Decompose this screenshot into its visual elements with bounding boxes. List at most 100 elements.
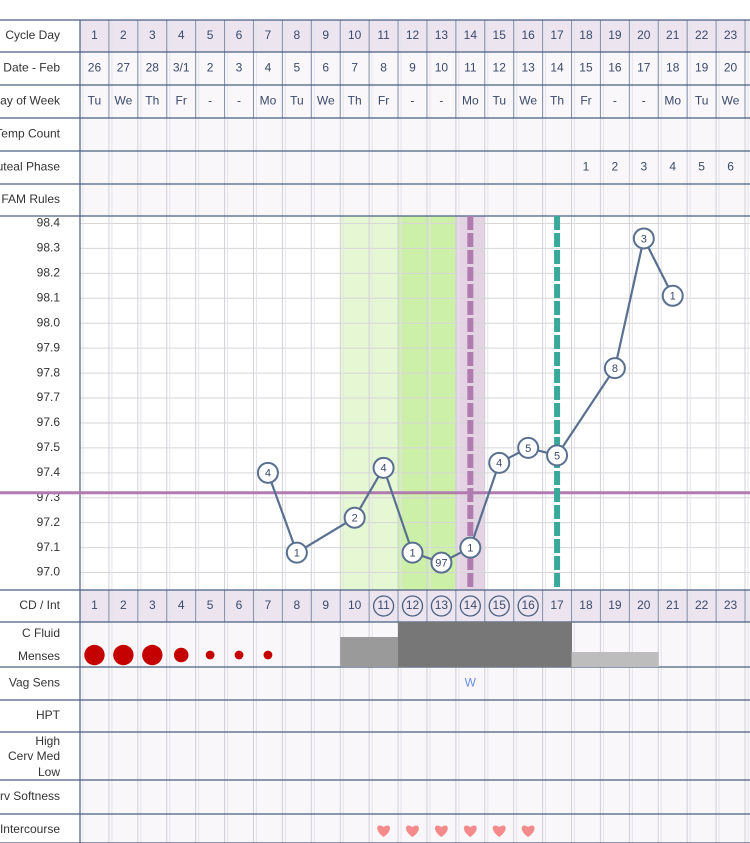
date: 26: [88, 61, 102, 75]
cycle-day: 17: [550, 28, 564, 42]
date: 28: [146, 61, 160, 75]
temperature-point: [285, 541, 308, 564]
menses-dot: [113, 644, 134, 666]
cervical-fluid-bar: [426, 622, 457, 667]
weekday: We: [317, 94, 335, 108]
date: 3/1: [173, 61, 190, 75]
cd-number: 15: [493, 598, 507, 612]
weekday: We: [722, 94, 740, 108]
y-tick-label: 97.1: [37, 540, 61, 554]
weekday: Mo: [664, 94, 681, 108]
y-tick-label: 97.7: [37, 390, 61, 404]
cd-number: 16: [521, 598, 535, 612]
temperature-point: [488, 451, 511, 474]
row-label: Temp Count: [0, 127, 61, 141]
y-tick-label: 97.4: [37, 465, 61, 479]
weekday: Tu: [88, 94, 102, 108]
temperature-point-label: 1: [467, 543, 473, 555]
row-background: [80, 118, 750, 151]
row-background: [80, 590, 750, 622]
cervical-fluid-bar: [571, 652, 601, 667]
cd-number: 9: [322, 598, 329, 612]
row-background: [80, 667, 750, 700]
luteal-day: 1: [583, 160, 590, 174]
cd-number: 21: [666, 598, 680, 612]
row-label: Vag Sens: [9, 676, 60, 690]
intercourse-circle: [517, 595, 539, 617]
row-background: [80, 732, 750, 780]
weekday: Tu: [290, 94, 304, 108]
temperature-point: [256, 461, 279, 484]
y-tick-label: 98.3: [37, 241, 61, 255]
cd-number: 23: [724, 598, 738, 612]
row-label: Luteal Phase: [0, 160, 60, 174]
luteal-day: 6: [727, 160, 734, 174]
row-label: Date - Feb: [3, 61, 60, 75]
row-background: [80, 52, 750, 85]
intercourse-circle: [430, 595, 453, 617]
temperature-point-label: 5: [525, 443, 531, 455]
y-tick-label: 97.2: [37, 515, 61, 529]
y-tick-label: 98.0: [37, 315, 61, 329]
cervical-fluid-bar: [455, 622, 486, 667]
temperature-point: [343, 506, 366, 529]
luteal-day: 5: [698, 160, 705, 174]
cycle-day: 13: [435, 28, 449, 42]
cycle-day: 7: [265, 28, 272, 42]
row-background: [80, 151, 750, 184]
y-tick-label: 97.5: [37, 440, 61, 454]
date: 7: [351, 61, 358, 75]
temperature-point: [459, 536, 482, 559]
cycle-day: 3: [149, 28, 156, 42]
temperature-point-label: 5: [554, 450, 560, 462]
date: 16: [608, 61, 622, 75]
menses-dot: [142, 644, 163, 666]
intercourse-circle: [401, 595, 424, 617]
cd-number: 17: [550, 598, 564, 612]
cycle-day: 16: [521, 28, 535, 42]
temperature-point: [372, 456, 395, 479]
menses-dot: [173, 647, 189, 663]
temperature-point-label: 4: [381, 463, 387, 475]
row-label: Cycle Day: [5, 28, 60, 42]
weekday: Th: [348, 94, 362, 108]
weekday: Th: [145, 94, 159, 108]
row-label: Intercourse: [0, 822, 60, 836]
cycle-day: 10: [348, 28, 362, 42]
date: 11: [464, 61, 477, 75]
weekday: -: [613, 94, 617, 108]
date: 2: [207, 61, 214, 75]
temperature-point: [430, 551, 453, 574]
cd-number: 11: [377, 598, 390, 612]
menses-dot: [84, 644, 105, 666]
cervical-fluid-bar: [369, 637, 399, 667]
cervical-fluid-bar: [600, 652, 630, 667]
cd-number: 3: [149, 598, 156, 612]
luteal-day: 2: [612, 160, 619, 174]
y-tick-label: 98.2: [37, 266, 61, 280]
row-label: CD / Int: [19, 598, 60, 612]
cd-number: 14: [464, 598, 478, 612]
date: 12: [493, 61, 507, 75]
date: 10: [435, 61, 449, 75]
weekday: We: [519, 94, 537, 108]
weekday: -: [411, 94, 415, 108]
date: 13: [521, 61, 535, 75]
cd-number: 10: [348, 598, 362, 612]
cycle-day: 18: [579, 28, 593, 42]
cd-number: 4: [178, 598, 185, 612]
date: 6: [322, 61, 329, 75]
temperature-point-label: 4: [496, 458, 502, 470]
y-tick-label: 97.6: [37, 415, 61, 429]
cycle-day: 21: [666, 28, 680, 42]
temperature-point-label: 1: [294, 548, 300, 560]
cervical-fluid-bar: [340, 637, 370, 667]
row-label: FAM Rules: [1, 192, 60, 206]
weekday: -: [237, 94, 241, 108]
menses-dot: [234, 650, 244, 660]
weekday: Fr: [580, 94, 591, 108]
date: 15: [579, 61, 593, 75]
row-background: [80, 85, 750, 118]
date: 9: [409, 61, 416, 75]
weekday: Fr: [176, 94, 187, 108]
